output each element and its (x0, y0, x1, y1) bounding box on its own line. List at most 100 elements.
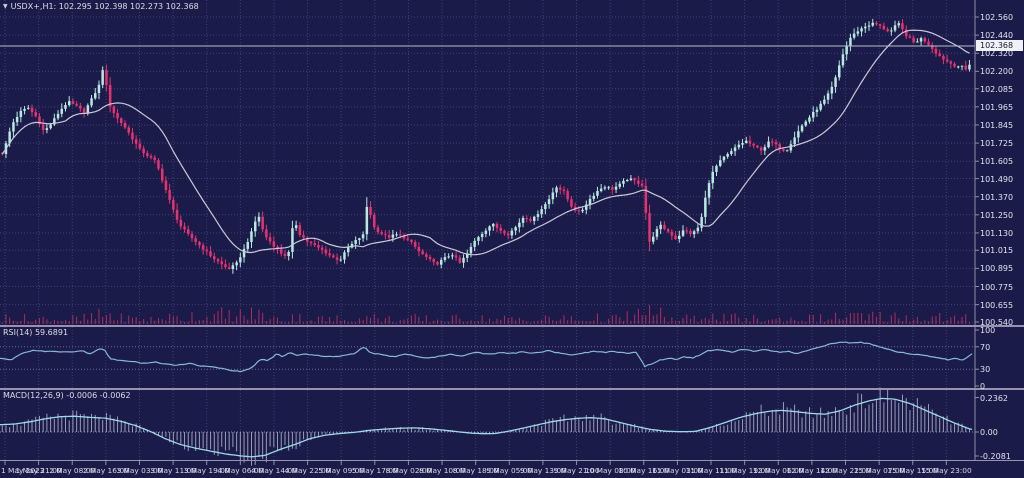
bull-candle-body (254, 221, 257, 232)
bear-candle-body (123, 123, 127, 128)
bear-candle-body (417, 246, 421, 252)
time-axis-label: 9 May 21:00 (553, 466, 600, 475)
bear-candle-body (771, 141, 774, 143)
bear-candle-body (317, 245, 320, 248)
bull-candle-body (804, 121, 807, 126)
bull-candle-body (808, 117, 811, 122)
bear-candle-body (495, 223, 499, 228)
bull-candle-body (547, 199, 551, 205)
bull-candle-body (23, 108, 26, 111)
time-axis-label: 15 May 07:00 (853, 466, 905, 475)
bull-candle-body (64, 105, 67, 109)
bull-candle-body (395, 234, 398, 236)
bull-candle-body (8, 131, 11, 144)
bear-candle-body (198, 242, 201, 246)
bear-candle-body (205, 249, 209, 252)
macd-scale-label: 0.00 (980, 428, 998, 437)
bull-candle-body (585, 204, 588, 210)
bull-candle-body (692, 231, 696, 235)
bull-candle-body (231, 265, 235, 269)
bull-candle-body (518, 222, 521, 228)
bear-candle-body (938, 53, 941, 56)
bull-candle-body (730, 151, 733, 154)
bear-candle-body (756, 145, 759, 148)
bull-candle-body (733, 147, 737, 152)
bull-candle-body (53, 118, 56, 125)
bull-candle-body (551, 192, 555, 200)
bull-candle-body (596, 191, 599, 196)
time-axis-label: 1 May 2023 (1, 466, 45, 475)
bear-candle-body (525, 218, 528, 219)
price-axis-label: 101.015 (980, 246, 1014, 256)
rsi-scale-label: 100 (980, 326, 996, 335)
bull-candle-body (893, 25, 897, 31)
bear-candle-body (402, 235, 406, 239)
bull-candle-body (745, 140, 748, 143)
bear-candle-body (261, 216, 264, 230)
bull-candle-body (492, 223, 495, 227)
bear-candle-body (313, 243, 316, 246)
bull-candle-body (480, 233, 484, 238)
time-axis[interactable]: 1 May 2023 1 May 21:00 2 May 08:00 2 May 16… (0, 462, 1024, 478)
bull-candle-body (555, 187, 558, 193)
bear-candle-body (131, 132, 134, 140)
bull-candle-body (451, 255, 454, 257)
bull-candle-body (704, 197, 707, 217)
bear-candle-body (934, 48, 938, 54)
bear-candle-body (376, 227, 380, 233)
bear-candle-body (138, 143, 142, 149)
bear-candle-body (949, 61, 953, 64)
bear-candle-body (908, 36, 912, 38)
bull-candle-body (655, 229, 659, 237)
bear-candle-body (134, 139, 138, 144)
bear-candle-body (149, 156, 153, 158)
price-axis-label: 101.845 (980, 120, 1014, 130)
bear-candle-body (161, 168, 164, 181)
time-axis-label: 9 May 05:00 (486, 466, 533, 475)
bull-candle-body (592, 195, 595, 199)
bear-candle-body (127, 127, 130, 133)
price-axis-label: 102.320 (980, 49, 1014, 59)
bull-candle-body (960, 65, 964, 67)
value-axis[interactable]: 102.560 102.440 102.320 102.200 102.085 101.9… (976, 0, 1024, 478)
bear-candle-body (637, 180, 640, 184)
bull-candle-body (845, 45, 848, 55)
bear-candle-body (559, 187, 562, 190)
price-axis-label: 102.200 (980, 67, 1014, 77)
bear-candle-body (369, 206, 372, 215)
bull-candle-body (354, 240, 357, 244)
bear-candle-body (146, 153, 149, 156)
bull-candle-body (466, 253, 469, 258)
bear-candle-body (387, 235, 391, 238)
bull-candle-body (581, 209, 584, 212)
bull-candle-body (12, 122, 15, 132)
bull-candle-body (652, 236, 655, 242)
bear-candle-body (923, 38, 927, 42)
bull-candle-body (696, 227, 700, 232)
time-axis-label: 3 May 03:00 (116, 466, 163, 475)
bear-candle-body (901, 23, 904, 30)
time-axis-label: 11 May 03:00 (652, 466, 703, 475)
bear-candle-body (454, 255, 458, 258)
bear-candle-body (153, 157, 156, 161)
bull-candle-body (347, 247, 350, 253)
bear-candle-body (38, 116, 41, 125)
price-axis-label: 101.605 (980, 157, 1014, 167)
pane-separator[interactable] (0, 325, 1024, 327)
bull-candle-body (49, 124, 52, 129)
price-axis-label: 102.440 (980, 31, 1014, 41)
rsi-scale-label: 0 (980, 382, 986, 391)
pane-separator[interactable] (0, 388, 1024, 390)
time-axis-label: 15 May 15:00 (887, 466, 939, 475)
bull-candle-body (834, 77, 837, 87)
bear-candle-body (82, 108, 86, 113)
bear-candle-body (506, 233, 510, 236)
pane-separator[interactable] (0, 460, 1024, 461)
bear-candle-body (685, 230, 688, 232)
rsi-scale-label: 30 (980, 365, 991, 375)
bear-candle-body (306, 237, 309, 242)
time-axis-label: 3 May 11:00 (150, 466, 197, 475)
bear-candle-body (272, 241, 276, 247)
bear-candle-body (432, 259, 435, 262)
